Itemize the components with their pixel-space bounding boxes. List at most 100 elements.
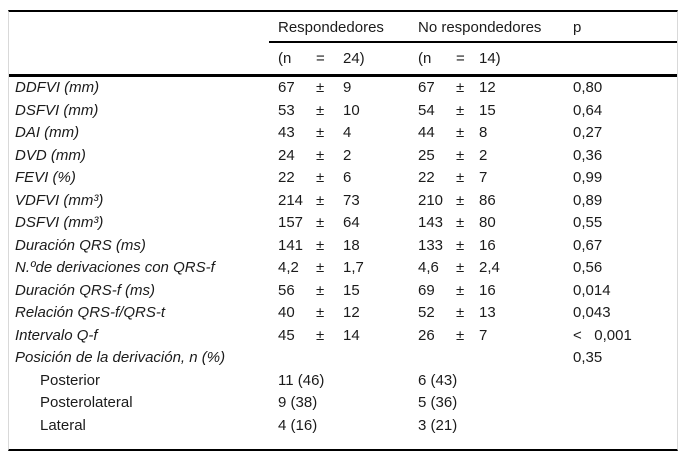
- group1-mean: 11 (46): [278, 371, 325, 389]
- group1-mean: 4 (16): [278, 416, 318, 434]
- group2-plusminus: ±: [456, 236, 465, 254]
- p-value: < 0,001: [573, 326, 632, 344]
- column-header-no-respondedores: No respondedores: [418, 19, 542, 36]
- group1-sd: 64: [343, 214, 360, 231]
- group1-sd: 6: [343, 169, 352, 186]
- group2-mean: 143: [418, 214, 444, 231]
- group2-sd: 16: [479, 236, 496, 254]
- row-label: DAI (mm): [15, 124, 80, 141]
- p-value: 0,35: [573, 349, 603, 366]
- p-value: 0,99: [573, 169, 603, 186]
- table-subheader-row: (n = 24) (n = 14): [9, 41, 677, 77]
- group2-sd: 15: [479, 101, 496, 119]
- p-value: 0,67: [573, 236, 603, 254]
- group2-mean: 3 (21): [418, 416, 458, 434]
- p-value: 0,89: [573, 191, 603, 209]
- table-row: DVD (mm) 24 ± 2 25 ± 2 0,36: [9, 145, 677, 168]
- column-header-respondedores: Respondedores: [278, 19, 384, 36]
- group2-sd: 12: [479, 79, 496, 96]
- row-label: Relación QRS-f/QRS-t: [15, 304, 166, 321]
- group2-sd: 2,4: [479, 259, 500, 276]
- group1-plusminus: ±: [316, 281, 325, 299]
- table-header-row: Respondedores No respondedores p: [9, 12, 677, 43]
- group2-sd: 86: [479, 191, 496, 209]
- table-row: DSFVI (mm) 53 ± 10 54 ± 15 0,64: [9, 100, 677, 123]
- group2-plusminus: ±: [456, 214, 465, 231]
- group2-mean: 210: [418, 191, 444, 209]
- row-label: VDFVI (mm³): [15, 191, 104, 209]
- group1-sd: 4: [343, 124, 352, 141]
- group1-plusminus: ±: [316, 146, 325, 164]
- group1-sd: 15: [343, 281, 360, 299]
- group2-plusminus: ±: [456, 146, 465, 164]
- group2-mean: 54: [418, 101, 435, 119]
- group1-plusminus: ±: [316, 101, 325, 119]
- group1-mean: 67: [278, 79, 295, 96]
- group2-mean: 6 (43): [418, 371, 458, 389]
- row-label: DSFVI (mm): [15, 101, 99, 119]
- row-label: Lateral: [40, 416, 86, 434]
- group1-plusminus: ±: [316, 214, 325, 231]
- table-body: DDFVI (mm) 67 ± 9 67 ± 12 0,80 DSFVI (mm…: [9, 77, 677, 437]
- group2-mean: 5 (36): [418, 394, 458, 411]
- group1-plusminus: ±: [316, 191, 325, 209]
- table-row: Lateral 4 (16) 3 (21): [9, 415, 677, 438]
- row-label: Duración QRS-f (ms): [15, 281, 156, 299]
- group2-sd: 8: [479, 124, 488, 141]
- group1-plusminus: ±: [316, 79, 325, 96]
- group2-mean: 22: [418, 169, 435, 186]
- group1-n-open: (n: [278, 50, 292, 67]
- group1-n-equals: =: [316, 50, 325, 67]
- row-label: Duración QRS (ms): [15, 236, 146, 254]
- group2-plusminus: ±: [456, 191, 465, 209]
- group1-mean: 214: [278, 191, 304, 209]
- group2-sd: 2: [479, 146, 488, 164]
- group2-plusminus: ±: [456, 259, 465, 276]
- group1-plusminus: ±: [316, 304, 325, 321]
- group2-n-equals: =: [456, 50, 465, 67]
- table-row: Posición de la derivación, n (%) 0,35: [9, 347, 677, 370]
- row-label: DVD (mm): [15, 146, 86, 164]
- group1-plusminus: ±: [316, 124, 325, 141]
- table-row: Duración QRS-f (ms) 56 ± 15 69 ± 16 0,01…: [9, 280, 677, 303]
- row-label: DSFVI (mm³): [15, 214, 104, 231]
- group1-sd: 18: [343, 236, 360, 254]
- table-row: VDFVI (mm³) 214 ± 73 210 ± 86 0,89: [9, 190, 677, 213]
- table-row: Duración QRS (ms) 141 ± 18 133 ± 16 0,67: [9, 235, 677, 258]
- group2-mean: 25: [418, 146, 435, 164]
- row-label: FEVI (%): [15, 169, 76, 186]
- p-value: 0,043: [573, 304, 611, 321]
- table-row: N.ºde derivaciones con QRS-f 4,2 ± 1,7 4…: [9, 257, 677, 280]
- group1-mean: 9 (38): [278, 394, 318, 411]
- group2-mean: 44: [418, 124, 435, 141]
- group1-sd: 14: [343, 326, 360, 344]
- group2-n-count: 14): [479, 50, 501, 67]
- table-row: Intervalo Q-f 45 ± 14 26 ± 7 < 0,001: [9, 325, 677, 348]
- group1-n-count: 24): [343, 50, 365, 67]
- group1-sd: 12: [343, 304, 360, 321]
- group2-mean: 52: [418, 304, 435, 321]
- group2-mean: 4,6: [418, 259, 439, 276]
- group1-mean: 56: [278, 281, 295, 299]
- table-row: DAI (mm) 43 ± 4 44 ± 8 0,27: [9, 122, 677, 145]
- p-value: 0,80: [573, 79, 603, 96]
- row-label: Intervalo Q-f: [15, 326, 98, 344]
- group1-sd: 2: [343, 146, 352, 164]
- group1-sd: 1,7: [343, 259, 364, 276]
- group1-plusminus: ±: [316, 326, 325, 344]
- row-label: Posición de la derivación, n (%): [15, 349, 226, 366]
- group1-plusminus: ±: [316, 169, 325, 186]
- group1-sd: 10: [343, 101, 360, 119]
- group1-mean: 22: [278, 169, 295, 186]
- table-row: Posterior 11 (46) 6 (43): [9, 370, 677, 393]
- group1-mean: 43: [278, 124, 295, 141]
- table-row: Posterolateral 9 (38) 5 (36): [9, 392, 677, 415]
- group2-n-open: (n: [418, 50, 432, 67]
- group1-plusminus: ±: [316, 259, 325, 276]
- group1-mean: 53: [278, 101, 295, 119]
- group2-plusminus: ±: [456, 169, 465, 186]
- group1-mean: 24: [278, 146, 295, 164]
- group2-mean: 69: [418, 281, 435, 299]
- comparison-table: Respondedores No respondedores p (n = 24…: [8, 10, 678, 451]
- group2-mean: 67: [418, 79, 435, 96]
